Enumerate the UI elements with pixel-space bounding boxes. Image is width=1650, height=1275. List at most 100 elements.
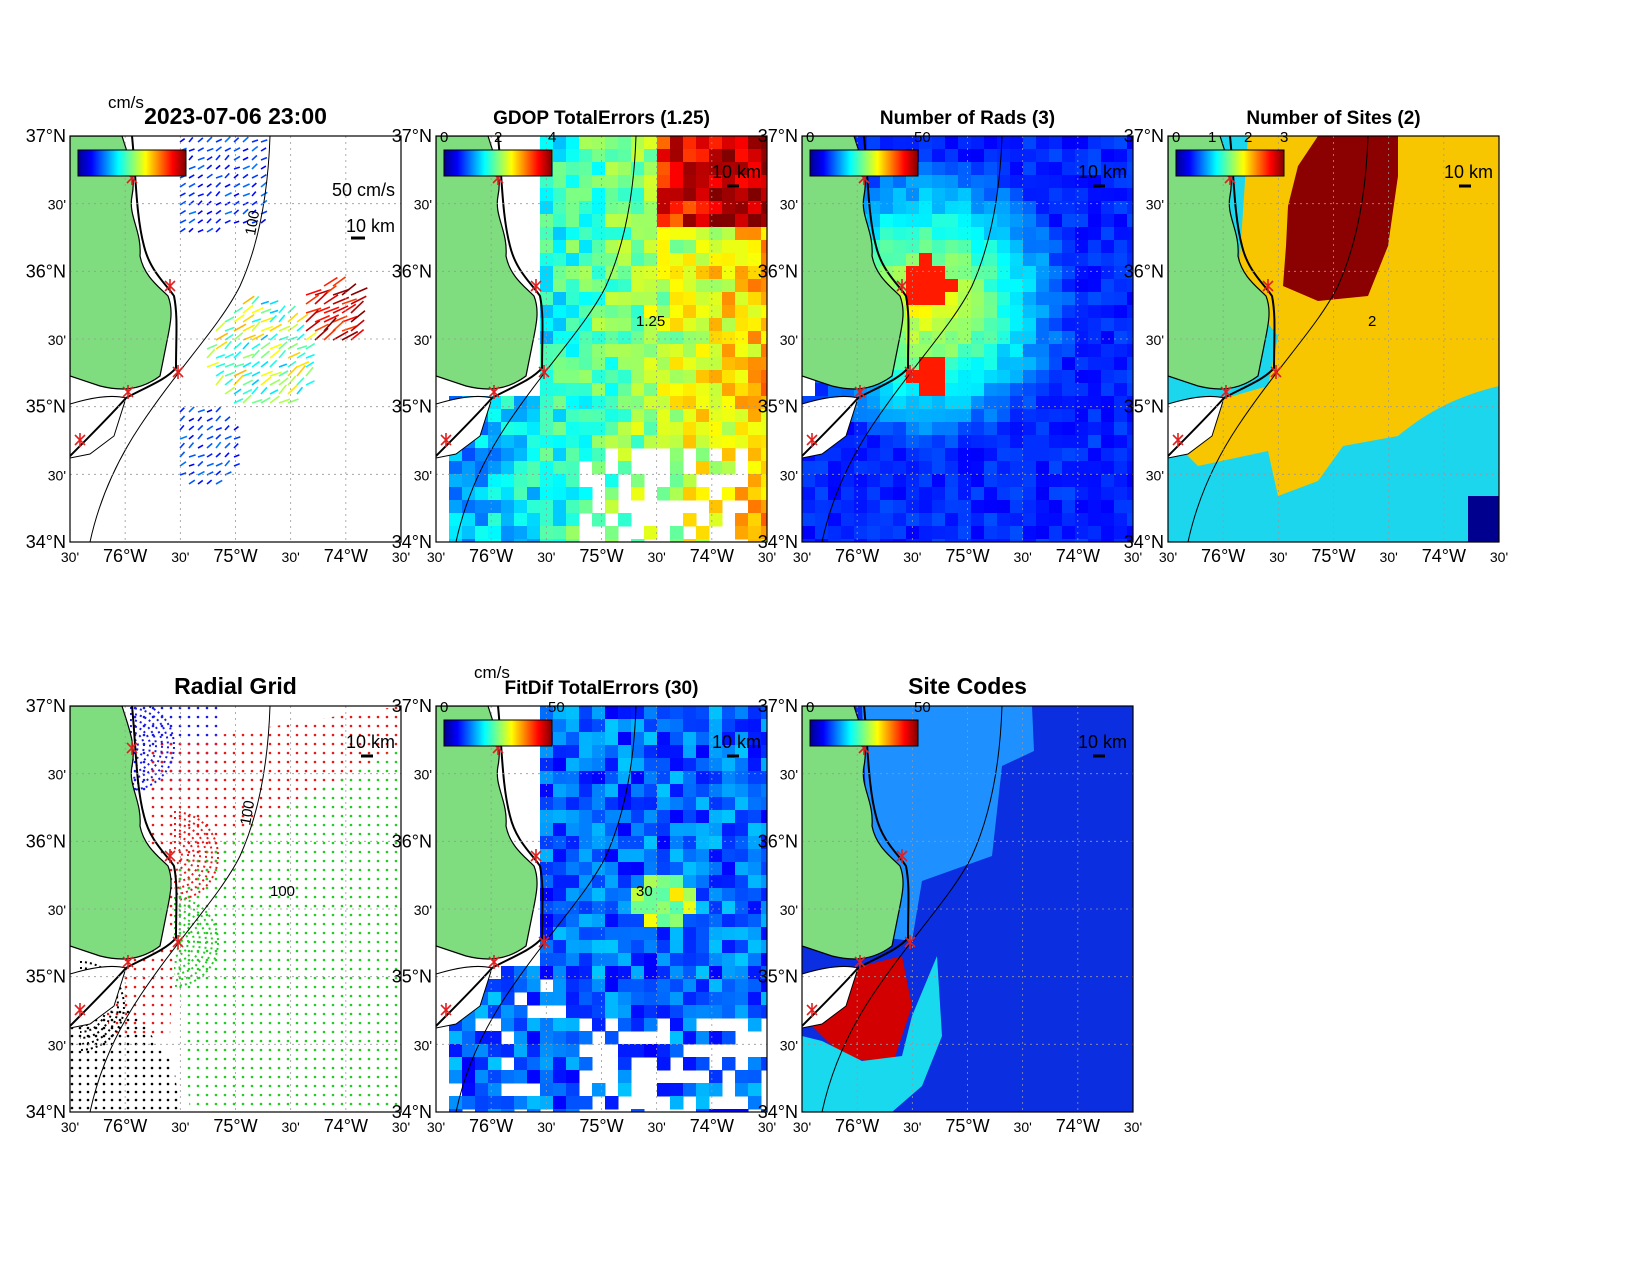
site-marker-icon — [538, 935, 550, 949]
panel-title: GDOP TotalErrors (1.25) — [493, 108, 710, 129]
data-cell — [1088, 266, 1102, 280]
data-cell — [592, 188, 606, 202]
data-cell — [1062, 500, 1076, 514]
data-cell — [553, 836, 567, 850]
data-cell — [971, 370, 985, 384]
data-cell — [748, 914, 762, 928]
data-cell — [1075, 539, 1089, 542]
data-cell — [1049, 383, 1063, 397]
data-cell — [828, 526, 842, 540]
data-cell — [631, 188, 645, 202]
lon-tick-label: 74°W — [1056, 1116, 1100, 1136]
data-cell — [748, 1057, 762, 1071]
data-cell — [958, 266, 972, 280]
data-cell — [709, 979, 723, 993]
data-cell — [553, 487, 567, 501]
data-cell — [540, 526, 554, 540]
data-cell — [605, 500, 619, 514]
data-cell — [1075, 227, 1089, 241]
data-cell — [906, 435, 920, 449]
data-cell — [735, 901, 749, 915]
data-cell — [1049, 162, 1063, 176]
data-cell — [605, 214, 619, 228]
data-cell — [709, 1070, 723, 1084]
data-cell — [462, 1070, 476, 1084]
data-cell — [709, 784, 723, 798]
data-cell — [722, 305, 736, 319]
data-cell — [566, 461, 580, 475]
data-cell — [893, 201, 907, 215]
data-cell — [1023, 539, 1037, 542]
data-cell — [514, 1005, 528, 1019]
lon-tick-label: 74°W — [1056, 546, 1100, 566]
data-cell — [748, 966, 762, 980]
velocity-arrow — [305, 366, 314, 377]
data-cell — [657, 992, 671, 1006]
data-cell — [475, 1070, 489, 1084]
data-cell — [828, 513, 842, 527]
data-cell — [761, 526, 767, 540]
data-cell — [670, 422, 684, 436]
data-cell — [735, 914, 749, 928]
data-cell — [1023, 383, 1037, 397]
data-cell — [696, 901, 710, 915]
velocity-arrow — [215, 321, 226, 332]
data-cell — [932, 279, 946, 293]
data-cell — [618, 784, 632, 798]
data-cell — [735, 357, 749, 371]
data-cell — [722, 487, 736, 501]
data-cell — [579, 1096, 593, 1110]
lat-tick-label: 37°N — [26, 696, 66, 716]
velocity-arrow — [269, 359, 278, 368]
data-cell — [1088, 344, 1102, 358]
data-cell — [984, 461, 998, 475]
lon-tick-label: 30' — [392, 1119, 410, 1135]
data-cell — [1010, 383, 1024, 397]
data-cell — [670, 940, 684, 954]
data-cell — [592, 136, 606, 150]
data-cell — [984, 331, 998, 345]
data-cell — [605, 862, 619, 876]
data-cell — [670, 331, 684, 345]
data-cell — [566, 758, 580, 772]
data-cell — [618, 1070, 632, 1084]
velocity-arrow — [179, 227, 186, 233]
site-marker-icon — [806, 1003, 818, 1017]
data-cell — [618, 706, 632, 720]
sites-yellow-field — [1178, 136, 1499, 496]
data-cell — [761, 862, 767, 876]
data-cell — [1101, 136, 1115, 150]
velocity-arrow — [233, 306, 244, 314]
data-cell — [1010, 513, 1024, 527]
velocity-arrow — [260, 308, 272, 314]
data-cell — [1062, 162, 1076, 176]
data-cell — [945, 461, 959, 475]
data-cell — [906, 318, 920, 332]
data-cell — [579, 1031, 593, 1045]
data-cell — [1127, 357, 1133, 371]
lat-tick-label: 37°N — [758, 126, 798, 146]
data-cell — [722, 862, 736, 876]
velocity-arrow — [278, 377, 289, 386]
data-cell — [735, 706, 749, 720]
colorbar — [443, 149, 553, 177]
data-cell — [670, 771, 684, 785]
data-cell — [1036, 227, 1050, 241]
data-cell — [1075, 266, 1089, 280]
data-cell — [1101, 500, 1115, 514]
data-cell — [670, 1096, 684, 1110]
data-cell — [1023, 344, 1037, 358]
data-cell — [709, 422, 723, 436]
data-cell — [618, 1083, 632, 1097]
data-cell — [683, 771, 697, 785]
data-cell — [958, 227, 972, 241]
velocity-arrow — [224, 416, 231, 422]
data-cell — [553, 901, 567, 915]
data-cell — [618, 461, 632, 475]
velocity-arrow — [179, 209, 187, 215]
site-marker-icon — [488, 955, 500, 969]
data-cell — [1127, 227, 1133, 241]
data-cell — [683, 253, 697, 267]
data-cell — [566, 927, 580, 941]
data-cell — [761, 474, 767, 488]
